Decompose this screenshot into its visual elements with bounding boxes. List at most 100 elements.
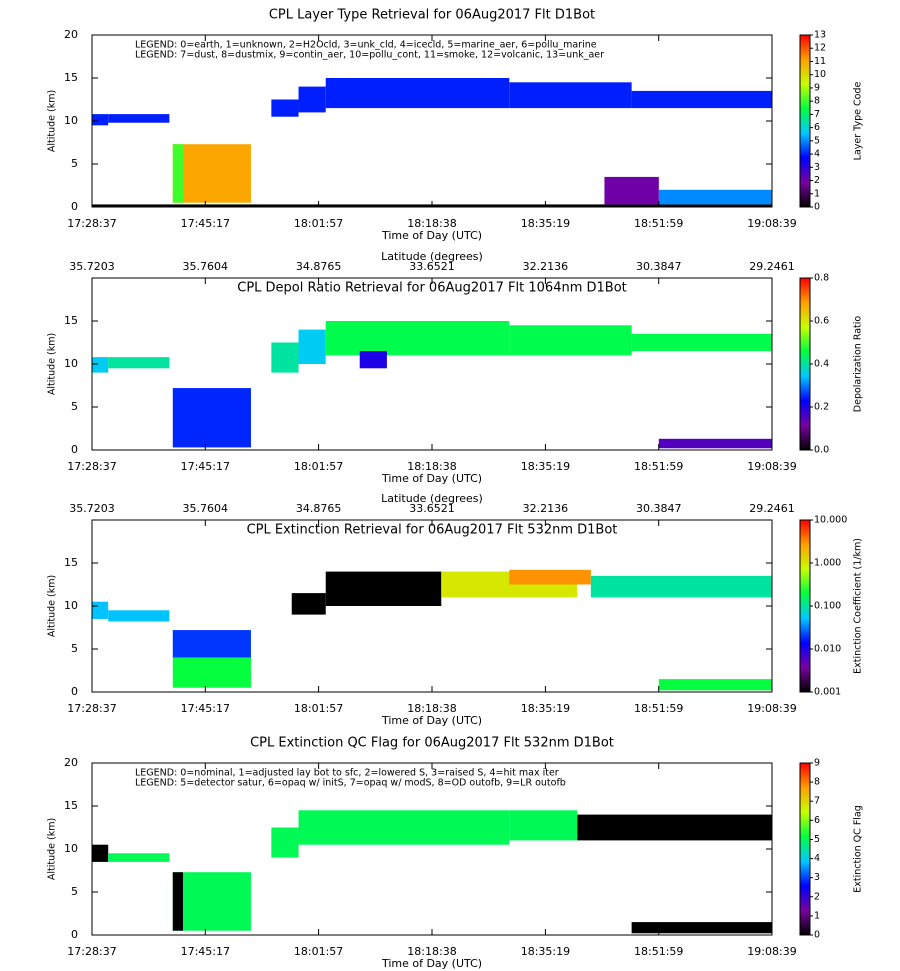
legend-text: LEGEND: 0=nominal, 1=adjusted lay bot to… — [135, 768, 559, 779]
x-tick-label: 18:35:19 — [521, 460, 570, 473]
retrieval-layer — [108, 610, 170, 622]
x-axis-label: Time of Day (UTC) — [381, 229, 482, 242]
retrieval-layer — [298, 86, 326, 113]
y-tick-label: 5 — [71, 400, 78, 413]
legend-text: LEGEND: 7=dust, 8=dustmix, 9=contin_aer,… — [135, 50, 604, 61]
retrieval-layer — [271, 99, 299, 117]
colorbar-tick-label: 3 — [814, 872, 820, 883]
y-tick-label: 5 — [71, 885, 78, 898]
y-axis-label: Altitude (km) — [47, 575, 58, 637]
y-axis-label: Altitude (km) — [47, 818, 58, 880]
retrieval-layer — [359, 351, 387, 369]
colorbar-tick-label: 0.8 — [814, 273, 829, 284]
y-tick-label: 0 — [71, 200, 78, 213]
y-tick-label: 15 — [64, 71, 78, 84]
retrieval-layer — [325, 78, 510, 109]
y-axis-label: Altitude (km) — [47, 90, 58, 152]
colorbar-tick-label: 9 — [814, 82, 820, 93]
colorbar-label: Depolarization Ratio — [853, 316, 864, 413]
colorbar-tick-label: 8 — [814, 96, 820, 107]
colorbar-tick-label: 6 — [814, 122, 820, 133]
retrieval-layer — [172, 630, 251, 658]
x-tick-label: 18:01:57 — [294, 217, 343, 230]
colorbar — [799, 519, 811, 693]
retrieval-layer — [631, 333, 772, 352]
retrieval-layer — [509, 82, 632, 109]
colorbar — [799, 34, 811, 208]
colorbar — [799, 762, 811, 936]
x2-tick-label: 34.8765 — [296, 502, 342, 515]
y-tick-label: 10 — [64, 599, 78, 612]
x-tick-label: 18:01:57 — [294, 945, 343, 958]
colorbar-tick-label: 2 — [814, 891, 820, 902]
x-tick-label: 17:28:37 — [67, 217, 116, 230]
y-tick-label: 15 — [64, 314, 78, 327]
retrieval-layer — [172, 388, 251, 448]
x-tick-label: 18:18:38 — [407, 217, 456, 230]
colorbar-label: Extinction QC Flag — [853, 805, 864, 893]
retrieval-layer — [291, 593, 326, 615]
chart-title: CPL Extinction QC Flag for 06Aug2017 Flt… — [250, 736, 614, 751]
y-tick-label: 5 — [71, 642, 78, 655]
x2-tick-label: 34.8765 — [296, 260, 342, 273]
retrieval-layer — [509, 569, 591, 585]
x2-axis-label: Latitude (degrees) — [381, 250, 483, 263]
x2-tick-label: 35.7203 — [69, 502, 115, 515]
colorbar-label: Layer Type Code — [853, 82, 864, 161]
retrieval-layer — [298, 810, 510, 845]
retrieval-layer — [658, 438, 772, 449]
colorbar-tick-label: 5 — [814, 834, 820, 845]
panel: CPL Layer Type Retrieval for 06Aug2017 F… — [47, 8, 864, 243]
retrieval-layer — [172, 872, 183, 931]
retrieval-layer — [577, 814, 772, 841]
retrieval-layer — [271, 827, 299, 858]
x-tick-label: 18:51:59 — [634, 702, 683, 715]
colorbar-tick-label: 0 — [814, 202, 820, 213]
y-tick-label: 0 — [71, 443, 78, 456]
x2-tick-label: 32.2136 — [523, 260, 569, 273]
x-tick-label: 18:51:59 — [634, 217, 683, 230]
retrieval-layer — [325, 571, 442, 606]
retrieval-layer — [92, 601, 109, 619]
x2-tick-label: 35.7203 — [69, 260, 115, 273]
y-axis-label: Altitude (km) — [47, 333, 58, 395]
x2-tick-label: 29.2461 — [749, 502, 795, 515]
retrieval-layer — [298, 329, 326, 364]
retrieval-layer — [509, 325, 632, 356]
colorbar-tick-label: 0.001 — [814, 687, 841, 698]
retrieval-layer — [92, 357, 109, 373]
colorbar-tick-label: 4 — [814, 149, 820, 160]
x-tick-label: 17:45:17 — [181, 945, 230, 958]
x-axis-label: Time of Day (UTC) — [381, 472, 482, 485]
colorbar-tick-label: 0.0 — [814, 445, 829, 456]
x-tick-label: 19:08:39 — [747, 945, 796, 958]
x-tick-label: 17:45:17 — [181, 702, 230, 715]
panel: CPL Extinction QC Flag for 06Aug2017 Flt… — [47, 736, 864, 971]
chart-title: CPL Depol Ratio Retrieval for 06Aug2017 … — [237, 281, 627, 296]
retrieval-layer — [108, 114, 170, 123]
colorbar-tick-label: 10.000 — [814, 515, 847, 526]
colorbar-tick-label: 3 — [814, 162, 820, 173]
colorbar-tick-label: 12 — [814, 43, 826, 54]
y-tick-label: 15 — [64, 799, 78, 812]
retrieval-layer — [604, 176, 659, 205]
colorbar-tick-label: 1.000 — [814, 558, 841, 569]
x-tick-label: 17:28:37 — [67, 702, 116, 715]
y-tick-label: 0 — [71, 685, 78, 698]
retrieval-layer — [92, 844, 109, 862]
chart-title: CPL Extinction Retrieval for 06Aug2017 F… — [247, 523, 618, 538]
colorbar-tick-label: 1 — [814, 910, 820, 921]
y-tick-label: 10 — [64, 357, 78, 370]
colorbar-tick-label: 0.010 — [814, 644, 841, 655]
x-tick-label: 18:51:59 — [634, 945, 683, 958]
x-tick-label: 17:45:17 — [181, 460, 230, 473]
x-tick-label: 17:28:37 — [67, 945, 116, 958]
y-tick-label: 0 — [71, 928, 78, 941]
x-axis-label: Time of Day (UTC) — [381, 957, 482, 970]
x-tick-label: 19:08:39 — [747, 460, 796, 473]
retrieval-layer — [172, 872, 251, 931]
x-tick-label: 19:08:39 — [747, 217, 796, 230]
colorbar-tick-label: 8 — [814, 777, 820, 788]
x2-tick-label: 30.3847 — [636, 502, 682, 515]
